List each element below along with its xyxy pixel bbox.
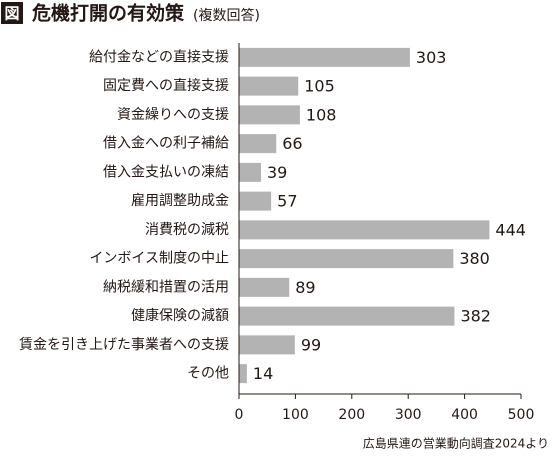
bar	[239, 162, 261, 182]
bar	[239, 220, 490, 240]
source: 広島県連の営業動向調査2024より	[363, 436, 549, 451]
data-label: 444	[495, 220, 526, 239]
bar	[239, 191, 272, 211]
data-label: 39	[267, 163, 287, 182]
bar	[239, 134, 277, 154]
x-tick-label: 200	[338, 407, 365, 423]
y-tick-label: その他	[187, 366, 229, 382]
x-tick-label: 100	[282, 407, 309, 423]
x-tick-label: 400	[451, 407, 478, 423]
bar	[239, 335, 295, 355]
data-label: 382	[460, 307, 491, 326]
data-label: 380	[459, 249, 490, 268]
data-label: 105	[304, 77, 335, 96]
y-tick-label: 給付金などの直接支援	[89, 48, 229, 65]
bar	[239, 364, 247, 384]
y-tick-label: 賃金を引き上げた事業者への支援	[19, 337, 229, 353]
y-tick-label: 納税緩和措置の活用	[103, 279, 229, 295]
y-tick-label: 借入金支払いの凍結	[103, 164, 229, 180]
y-tick-label: インボイス制度の中止	[89, 251, 229, 267]
x-tick-label: 500	[508, 407, 535, 423]
y-tick-label: 健康保険の減額	[131, 307, 229, 324]
y-tick-label: 消費税の減税	[145, 221, 229, 238]
data-label: 66	[282, 134, 302, 153]
x-tick-label: 300	[395, 407, 422, 423]
data-label: 99	[301, 335, 321, 354]
bar	[239, 105, 300, 125]
chart-title: 危機打開の有効策	[32, 2, 185, 25]
y-tick-label: 固定費への直接支援	[103, 77, 229, 94]
y-tick-label: 借入金への利子補給	[103, 136, 229, 152]
badge	[1, 2, 23, 24]
data-label: 108	[306, 105, 337, 124]
bar	[239, 306, 455, 326]
bar	[239, 76, 299, 96]
bar	[239, 249, 454, 269]
figure-label: 図	[4, 5, 19, 23]
data-label: 57	[277, 192, 297, 211]
data-label: 14	[253, 364, 273, 383]
x-tick-label: 0	[235, 407, 244, 423]
chart-subtitle: (複数回答)	[193, 7, 260, 24]
y-tick-label: 資金繰りへの支援	[117, 107, 229, 123]
bar	[239, 277, 290, 297]
data-label: 303	[416, 48, 447, 67]
data-label: 89	[295, 278, 315, 297]
bar	[239, 47, 410, 67]
y-tick-label: 雇用調整助成金	[131, 192, 229, 209]
